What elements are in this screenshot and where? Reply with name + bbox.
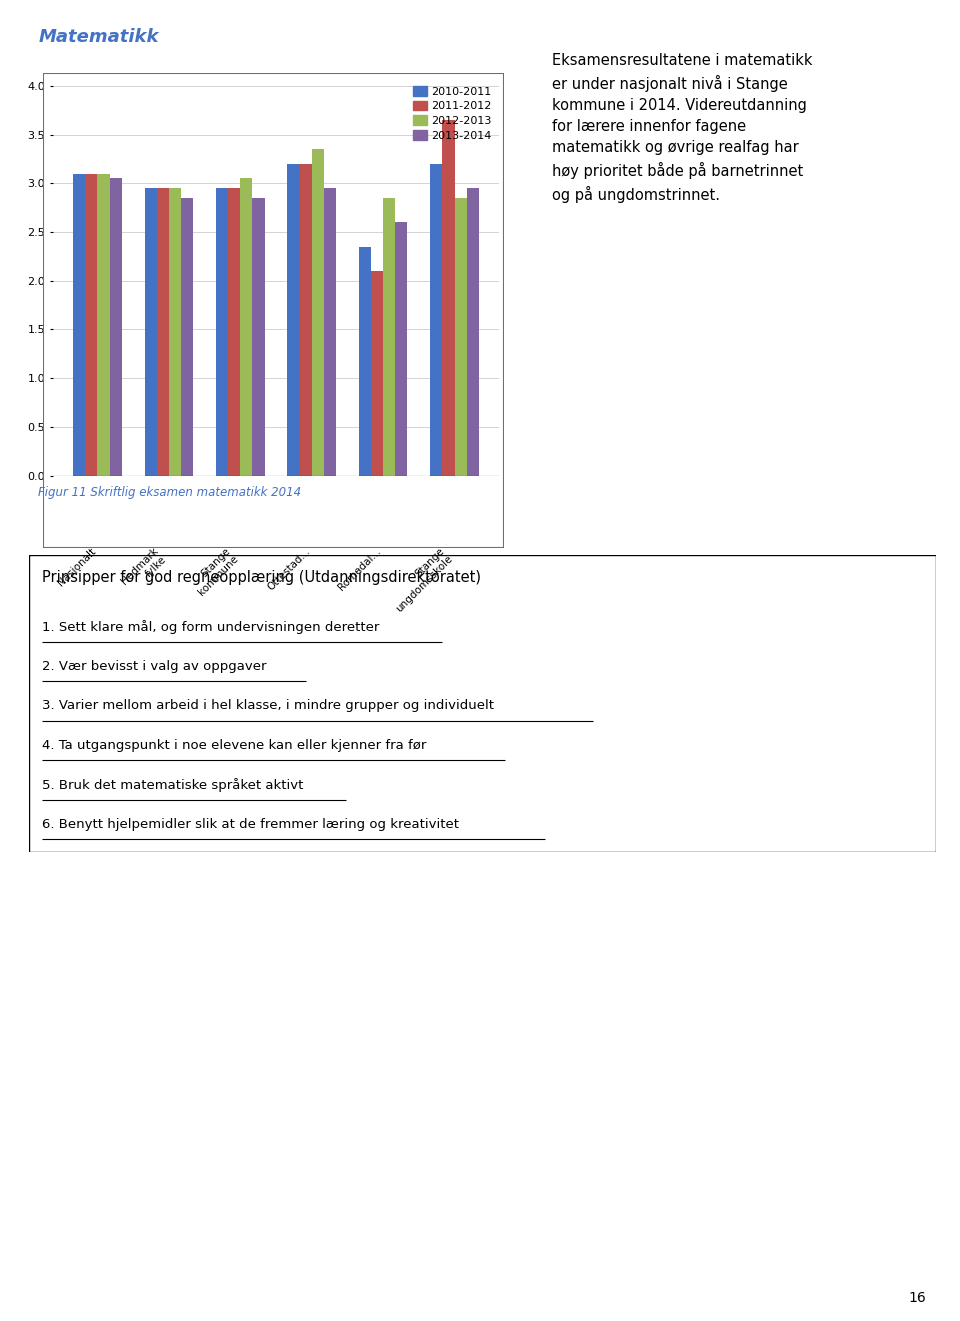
Bar: [145, 188, 156, 476]
Bar: [287, 164, 300, 476]
Text: 2. Vær bevisst i valg av oppgaver: 2. Vær bevisst i valg av oppgaver: [42, 659, 267, 672]
Bar: [97, 173, 109, 476]
Bar: [300, 164, 312, 476]
Text: Stange
ungdomsskole: Stange ungdomsskole: [386, 546, 455, 614]
Bar: [312, 149, 324, 476]
Text: 4. Ta utgangspunkt i noe elevene kan eller kjenner fra før: 4. Ta utgangspunkt i noe elevene kan ell…: [42, 738, 427, 752]
Text: 6. Benytt hjelpemidler slik at de fremmer læring og kreativitet: 6. Benytt hjelpemidler slik at de fremme…: [42, 818, 460, 831]
Text: Romedal...: Romedal...: [337, 546, 383, 592]
Bar: [85, 173, 97, 476]
Bar: [228, 188, 240, 476]
Bar: [240, 178, 252, 476]
Bar: [252, 198, 265, 476]
Text: Stange
kommune: Stange kommune: [188, 546, 240, 597]
Bar: [455, 198, 467, 476]
Text: Prinsipper for god regneopplæring (Utdanningsdirektoratet): Prinsipper for god regneopplæring (Utdan…: [42, 569, 481, 585]
Bar: [383, 198, 396, 476]
Text: Matematikk: Matematikk: [38, 28, 159, 46]
Bar: [216, 188, 228, 476]
Bar: [396, 222, 407, 476]
Text: Eksamensresultatene i matematikk
er under nasjonalt nivå i Stange
kommune i 2014: Eksamensresultatene i matematikk er unde…: [552, 53, 812, 203]
Bar: [443, 120, 455, 476]
Bar: [156, 188, 169, 476]
Bar: [359, 247, 371, 476]
Text: 3. Varier mellom arbeid i hel klasse, i mindre grupper og individuelt: 3. Varier mellom arbeid i hel klasse, i …: [42, 699, 494, 712]
Text: 16: 16: [909, 1291, 926, 1305]
Legend: 2010-2011, 2011-2012, 2012-2013, 2013-2014: 2010-2011, 2011-2012, 2012-2013, 2013-20…: [411, 83, 493, 143]
Text: Hedmark
fylke: Hedmark fylke: [120, 546, 169, 594]
Bar: [169, 188, 181, 476]
Text: Ottestad...: Ottestad...: [265, 546, 312, 592]
Bar: [371, 271, 383, 476]
Text: 1. Sett klare mål, og form undervisningen deretter: 1. Sett klare mål, og form undervisninge…: [42, 621, 380, 634]
Bar: [109, 178, 122, 476]
Bar: [73, 173, 85, 476]
Text: Nasjonalt: Nasjonalt: [56, 546, 97, 588]
Text: Figur 11 Skriftlig eksamen matematikk 2014: Figur 11 Skriftlig eksamen matematikk 20…: [38, 486, 301, 499]
Text: 5. Bruk det matematiske språket aktivt: 5. Bruk det matematiske språket aktivt: [42, 778, 303, 793]
Bar: [324, 188, 336, 476]
Bar: [467, 188, 479, 476]
Bar: [181, 198, 193, 476]
Bar: [430, 164, 443, 476]
